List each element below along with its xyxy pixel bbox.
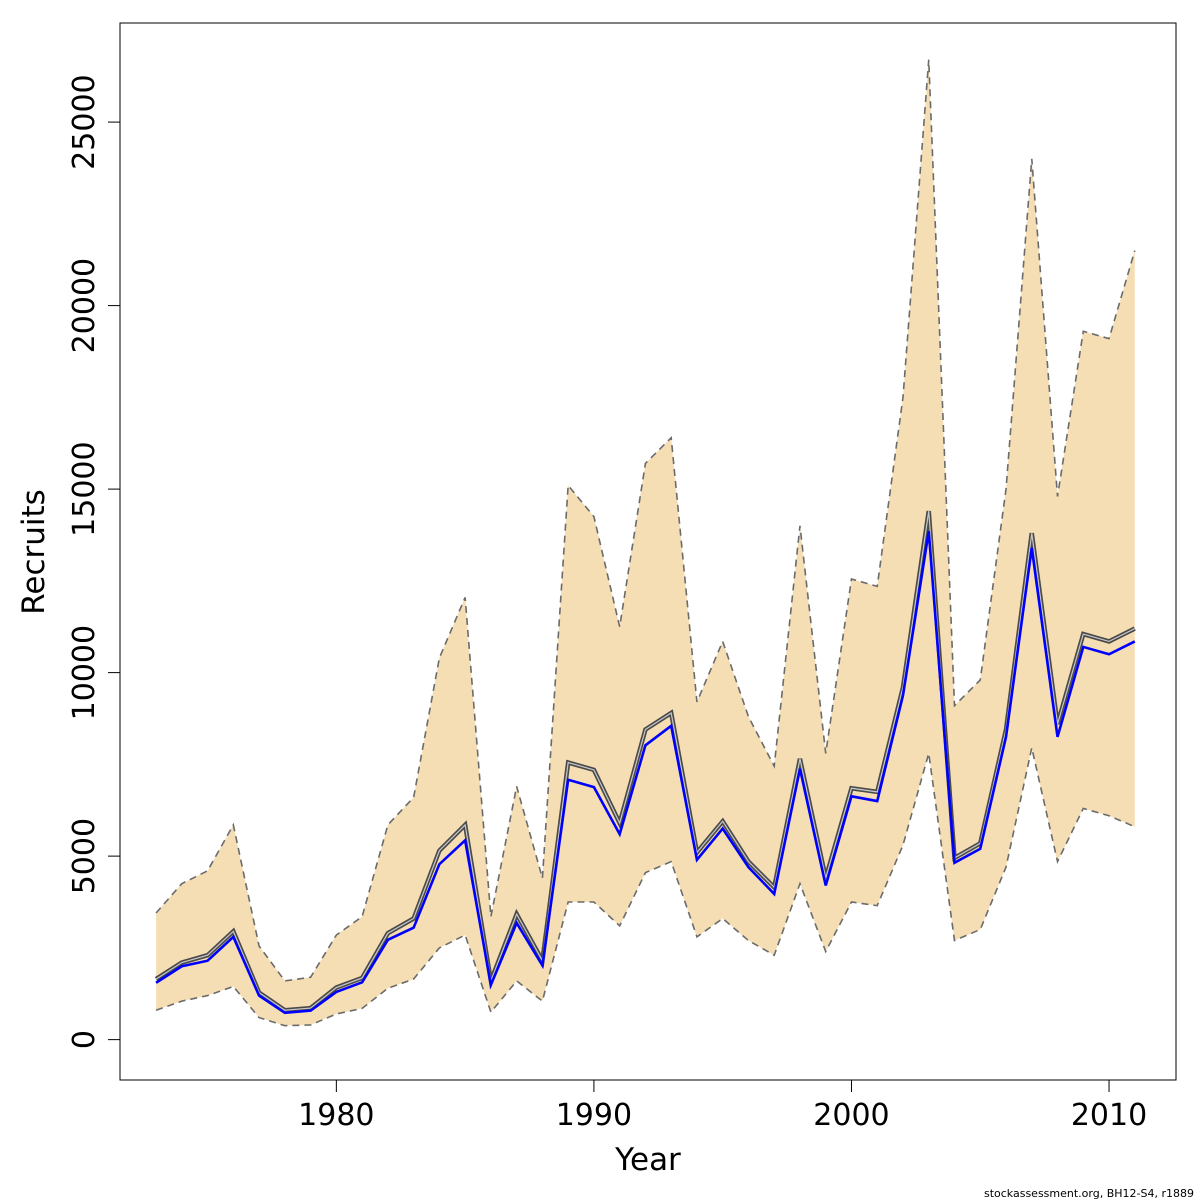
plot-frame [119,22,1177,1081]
y-tick-label: 25000 [67,74,102,169]
x-tick-label: 2000 [813,1098,889,1133]
y-axis-title: Recruits [16,489,52,615]
y-tick-label: 10000 [67,625,102,720]
y-tick-label: 5000 [67,818,102,894]
x-tick-label: 2010 [1071,1098,1147,1133]
y-axis: 0 5000 10000 15000 20000 25000 [67,74,120,1049]
series-line-estimate-inner [155,511,1136,1011]
series-lines [154,59,1136,1027]
series-line-upper-interval [155,59,1136,982]
series-line-estimate-alt [155,531,1136,1015]
x-axis-title: Year [614,1142,681,1178]
y-tick-label: 0 [67,1030,102,1049]
x-tick-label: 1990 [556,1098,632,1133]
confidence-band [156,59,1135,1026]
x-axis: 1980 1990 2000 2010 [298,1080,1147,1133]
confidence-band-area [156,59,1135,1026]
series-line-lower-interval [155,747,1136,1027]
footer-credit: stockassessment.org, BH12-S4, r1889 [984,1187,1194,1200]
y-tick-label: 15000 [67,441,102,536]
x-tick-label: 1980 [298,1098,374,1133]
y-tick-label: 20000 [67,258,102,353]
